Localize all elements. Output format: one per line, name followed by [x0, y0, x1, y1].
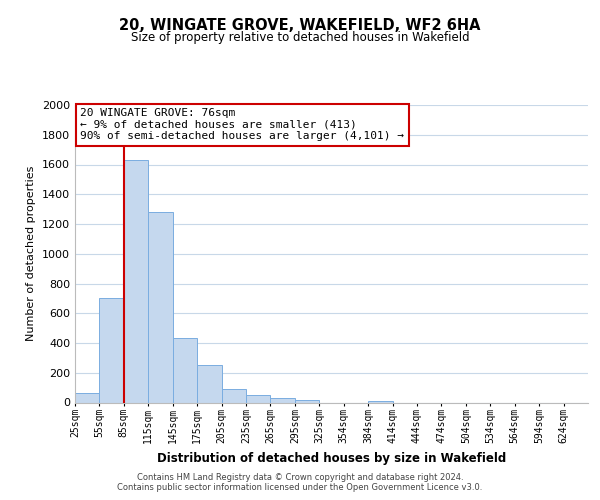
Bar: [148, 212, 173, 402]
Bar: [221, 389, 246, 402]
Bar: [271, 398, 295, 402]
Bar: [197, 366, 221, 403]
Text: 20 WINGATE GROVE: 76sqm
← 9% of detached houses are smaller (413)
90% of semi-de: 20 WINGATE GROVE: 76sqm ← 9% of detached…: [80, 108, 404, 141]
Bar: [368, 401, 392, 402]
Bar: [100, 298, 124, 403]
Bar: [124, 160, 148, 402]
X-axis label: Distribution of detached houses by size in Wakefield: Distribution of detached houses by size …: [157, 452, 506, 464]
Text: Contains public sector information licensed under the Open Government Licence v3: Contains public sector information licen…: [118, 484, 482, 492]
Bar: [75, 393, 100, 402]
Text: Size of property relative to detached houses in Wakefield: Size of property relative to detached ho…: [131, 31, 469, 44]
Y-axis label: Number of detached properties: Number of detached properties: [26, 166, 37, 342]
Text: Contains HM Land Registry data © Crown copyright and database right 2024.: Contains HM Land Registry data © Crown c…: [137, 472, 463, 482]
Bar: [246, 395, 271, 402]
Bar: [173, 338, 197, 402]
Text: 20, WINGATE GROVE, WAKEFIELD, WF2 6HA: 20, WINGATE GROVE, WAKEFIELD, WF2 6HA: [119, 18, 481, 32]
Bar: [295, 400, 319, 402]
